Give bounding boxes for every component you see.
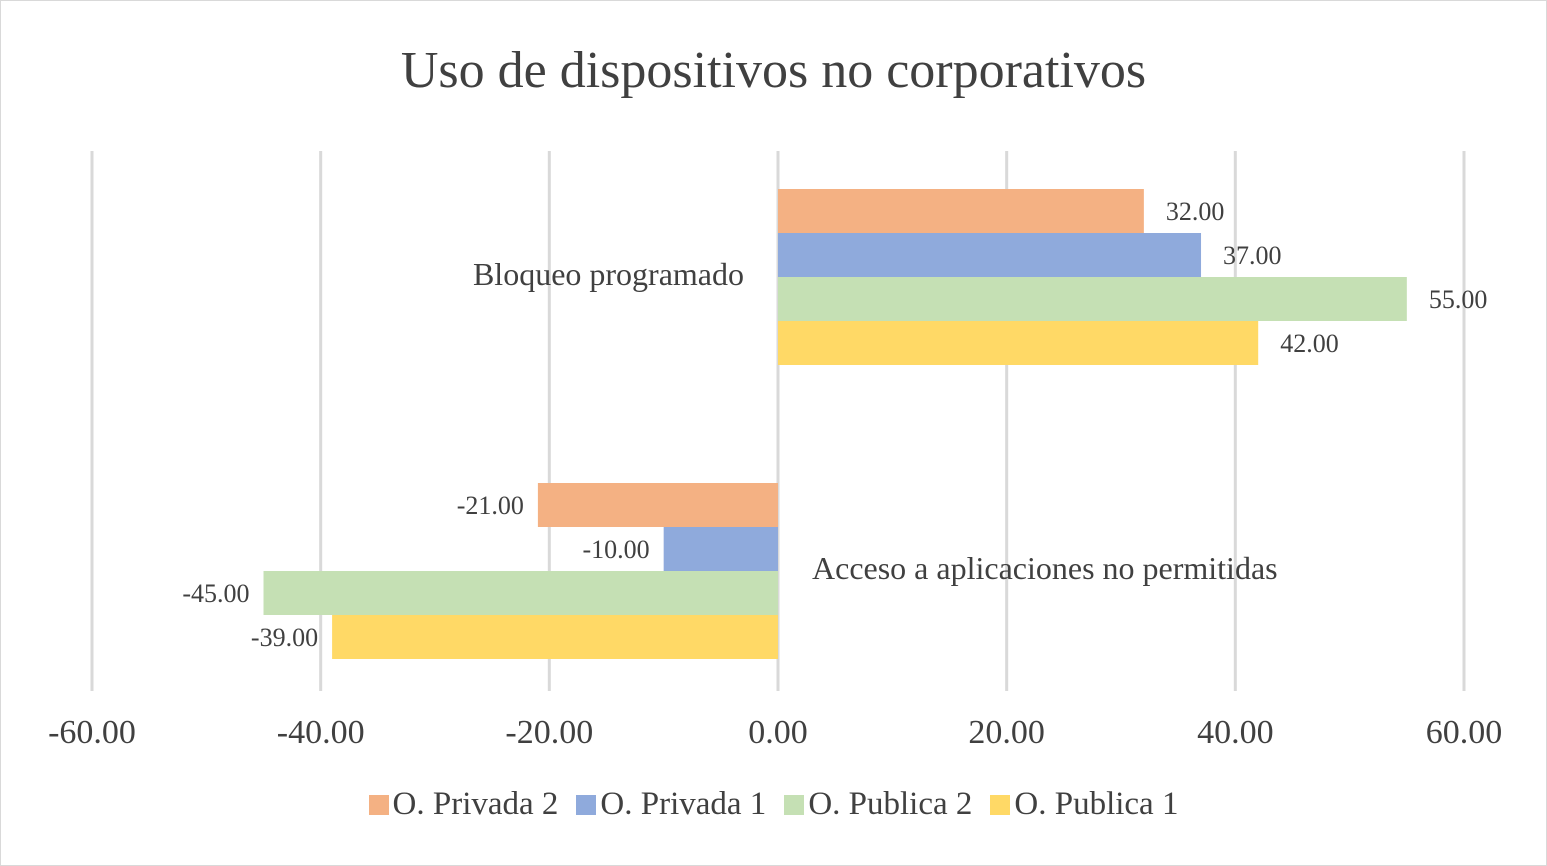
bar (537, 483, 778, 527)
x-tick-label: -40.00 (277, 714, 365, 751)
data-label: -10.00 (582, 535, 649, 564)
x-tick-label: 20.00 (968, 714, 1045, 751)
legend: O. Privada 2 O. Privada 1 O. Publica 2 O. P… (1, 786, 1546, 823)
chart-title: Uso de dispositivos no corporativos (400, 42, 1147, 99)
legend-item: O. Publica 2 (784, 786, 972, 823)
bar (663, 527, 778, 571)
bar (778, 189, 1144, 233)
legend-label: O. Publica 2 (808, 786, 973, 822)
data-label: 42.00 (1280, 329, 1339, 358)
legend-item: O. Privada 2 (368, 786, 559, 823)
x-tick-label: 0.00 (748, 714, 808, 751)
legend-item: O. Privada 1 (576, 786, 766, 823)
data-label: 32.00 (1166, 197, 1225, 226)
legend-item: O. Publica 1 (990, 786, 1178, 823)
bar (332, 615, 778, 659)
legend-label: O. Privada 1 (600, 786, 767, 822)
x-tick-label: -60.00 (48, 714, 136, 751)
bar (778, 321, 1259, 365)
legend-swatch (784, 794, 805, 815)
data-label: 37.00 (1223, 241, 1282, 270)
legend-swatch (990, 794, 1011, 815)
data-label: -39.00 (251, 623, 318, 652)
legend-swatch (576, 794, 597, 815)
x-tick-label: 60.00 (1426, 714, 1503, 751)
legend-label: O. Privada 2 (392, 786, 559, 822)
bar (263, 571, 778, 615)
data-label: -45.00 (182, 579, 249, 608)
bar (778, 233, 1202, 277)
x-tick-label: -20.00 (505, 714, 593, 751)
category-label: Bloqueo programado (473, 256, 744, 292)
data-label: 55.00 (1429, 285, 1488, 314)
category-label: Acceso a aplicaciones no permitidas (812, 550, 1278, 586)
legend-label: O. Publica 1 (1014, 786, 1179, 822)
data-label: -21.00 (457, 491, 524, 520)
x-tick-label: 40.00 (1197, 714, 1274, 751)
legend-swatch (368, 794, 389, 815)
bar (778, 277, 1407, 321)
